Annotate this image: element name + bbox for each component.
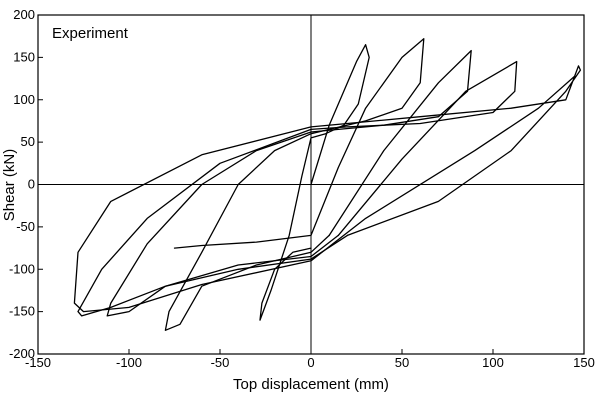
series-group [73, 38, 582, 331]
x-tick-label: 100 [482, 355, 504, 370]
x-tick-label: -100 [116, 355, 142, 370]
y-tick-label: 0 [28, 177, 35, 192]
x-tick-label: 0 [307, 355, 314, 370]
y-tick-label: 200 [13, 7, 35, 22]
hysteresis-loop-1 [259, 44, 370, 321]
y-tick-label: 100 [13, 92, 35, 107]
y-tick-label: -150 [9, 304, 35, 319]
hysteresis-loop-3 [106, 49, 472, 317]
x-tick-label: 150 [573, 355, 595, 370]
hysteresis-loop-2 [164, 38, 425, 331]
y-tick-label: 150 [13, 49, 35, 64]
experiment-annotation: Experiment [52, 25, 129, 42]
y-tick-label: -50 [16, 219, 35, 234]
x-tick-label: -150 [25, 355, 51, 370]
x-axis-label: Top displacement (mm) [233, 376, 389, 393]
y-tick-label: -100 [9, 261, 35, 276]
y-tick-label: -200 [9, 346, 35, 361]
hysteresis-loop-5 [73, 65, 582, 313]
tick-marks [37, 14, 585, 355]
x-tick-labels: -150 -100 -50 0 50 100 150 [25, 355, 595, 370]
x-tick-label: -50 [211, 355, 230, 370]
y-axis-label: Shear (kN) [1, 149, 18, 222]
hysteresis-loop-4 [77, 60, 518, 317]
y-tick-label: 50 [21, 134, 35, 149]
y-tick-labels: -200 -150 -100 -50 0 50 100 150 200 [9, 7, 35, 361]
x-tick-label: 50 [395, 355, 409, 370]
